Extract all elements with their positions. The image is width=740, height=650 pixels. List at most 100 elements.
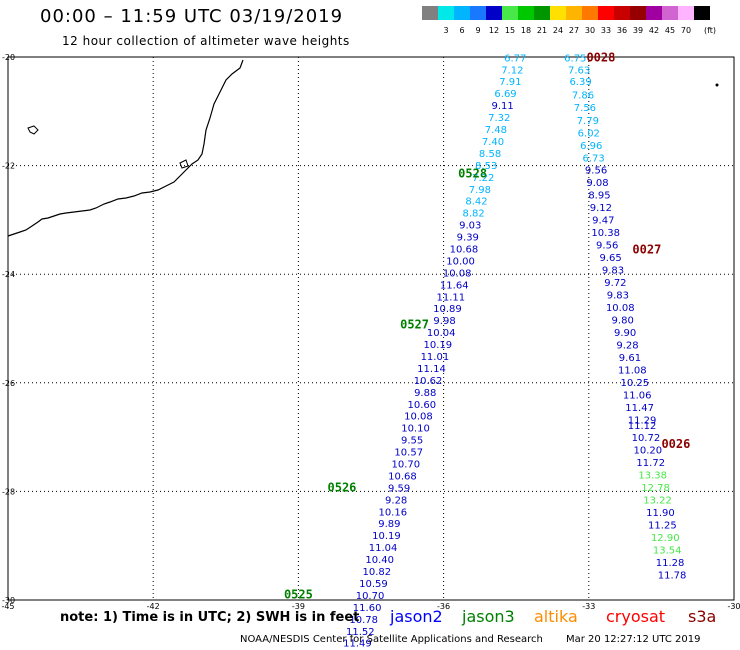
coastline — [7, 59, 719, 237]
satellite-name: altika — [534, 607, 578, 626]
map-title: 00:00 – 11:59 UTC 03/19/2019 — [40, 6, 344, 27]
wave-height-value: 9.61 — [619, 353, 641, 364]
color-scale-label: 9 — [475, 26, 481, 35]
wave-height-value: 6.02 — [578, 128, 600, 139]
wave-height-value: 10.70 — [392, 460, 421, 471]
map-subtitle: 12 hour collection of altimeter wave hei… — [62, 34, 350, 48]
color-swatch — [422, 6, 438, 20]
wave-height-value: 10.60 — [407, 400, 436, 411]
satellite-name: cryosat — [606, 607, 666, 626]
color-swatch — [614, 6, 630, 20]
wave-height-value: 10.59 — [359, 579, 388, 590]
wave-height-value: 10.08 — [404, 412, 433, 423]
color-swatch — [454, 6, 470, 20]
wave-height-value: 9.88 — [414, 388, 436, 399]
wave-height-value: 9.03 — [459, 221, 481, 232]
wave-height-value: 10.68 — [450, 244, 479, 255]
wave-height-value: 10.40 — [365, 555, 394, 566]
satellite-name: jason3 — [462, 607, 515, 626]
axis-labels: -20-22-24-26-28-30-45 -42 -39 -36 -33 -30 — [1, 53, 740, 611]
map-frame — [7, 56, 735, 601]
color-swatch — [598, 6, 614, 20]
color-scale-label: 30 — [584, 26, 596, 35]
wave-height-value: 9.28 — [385, 495, 407, 506]
satellite-name: s3a — [688, 607, 717, 626]
color-scale-label: 21 — [536, 26, 548, 35]
wave-height-value: 9.39 — [457, 233, 479, 244]
wave-height-value: 10.57 — [394, 448, 423, 459]
footer-note: note: 1) Time is in UTC; 2) SWH is in fe… — [60, 610, 360, 625]
color-swatch — [550, 6, 566, 20]
wave-height-value: 11.14 — [417, 364, 446, 375]
wave-height-value: 7.32 — [488, 113, 510, 124]
wave-height-value: 11.60 — [353, 603, 382, 614]
wave-height-value: 6.69 — [494, 89, 516, 100]
color-swatch — [662, 6, 678, 20]
longitude-label: -45 — [1, 602, 14, 611]
wave-height-value: 6.75 — [564, 53, 586, 64]
color-scale-label: 27 — [568, 26, 580, 35]
color-swatch — [646, 6, 662, 20]
color-scale-label: 3 — [443, 26, 449, 35]
wave-height-value: 10.16 — [378, 507, 407, 518]
wave-height-value: 9.56 — [585, 166, 607, 177]
color-swatch — [694, 6, 710, 20]
pass-label: 0528 — [458, 167, 487, 181]
color-scale-label: 42 — [648, 26, 660, 35]
pass-label: 0525 — [284, 587, 313, 601]
color-scale-label: 24 — [552, 26, 564, 35]
wave-height-value: 9.11 — [492, 101, 514, 112]
wave-height-value: 9.80 — [612, 316, 634, 327]
wave-height-value: 9.12 — [590, 203, 612, 214]
island-outline — [27, 125, 39, 135]
color-swatch — [582, 6, 598, 20]
color-scale-label: 15 — [504, 26, 516, 35]
wave-height-value: 9.65 — [599, 253, 621, 264]
wave-height-value: 10.25 — [620, 378, 649, 389]
wave-height-value: 11.01 — [421, 352, 450, 363]
wave-height-value: 11.11 — [437, 292, 466, 303]
wave-height-value: 10.08 — [606, 303, 635, 314]
color-swatch — [486, 6, 502, 20]
pass-label: 0027 — [632, 243, 661, 257]
color-scale-label: 6 — [459, 26, 465, 35]
wave-height-value: 10.08 — [443, 268, 472, 279]
latitude-label: -30 — [2, 596, 15, 605]
wave-height-value: 9.89 — [378, 519, 400, 530]
wave-height-value: 7.48 — [485, 125, 507, 136]
color-scale-label: 18 — [520, 26, 532, 35]
wave-height-value: 9.28 — [616, 341, 638, 352]
wave-height-value: 10.89 — [433, 304, 462, 315]
color-swatch — [566, 6, 582, 20]
wave-height-value: 10.78 — [349, 615, 378, 626]
wave-height-value: 7.40 — [482, 137, 504, 148]
wave-height-value: 6.77 — [504, 53, 526, 64]
wave-height-value: 10.10 — [401, 424, 430, 435]
longitude-label: -30 — [727, 602, 740, 611]
wave-height-value: 11.04 — [369, 543, 398, 554]
wave-height-value: 11.78 — [658, 570, 687, 581]
wave-height-value: 9.59 — [388, 483, 410, 494]
wave-height-value: 6.39 — [569, 77, 591, 88]
island-outline — [179, 159, 189, 169]
wave-height-value: 8.82 — [462, 209, 484, 220]
lat-lon-grid — [7, 56, 735, 601]
wave-height-value: 7.22 — [472, 173, 494, 184]
wave-height-value: 11.52 — [346, 627, 375, 638]
wave-height-value: 11.08 — [618, 366, 647, 377]
wave-height-value: 6.73 — [583, 153, 605, 164]
wave-height-value: 7.12 — [501, 65, 523, 76]
latitude-label: -22 — [2, 162, 15, 171]
wave-height-value: 8.58 — [479, 149, 501, 160]
wave-height-value: 11.12 — [628, 421, 657, 432]
longitude-label: -39 — [292, 602, 305, 611]
wave-height-value: 7.86 — [572, 90, 594, 101]
color-scale-label: 36 — [616, 26, 628, 35]
latitude-label: -20 — [2, 53, 15, 62]
wave-height-value: 9.08 — [586, 178, 608, 189]
latitude-label: -28 — [2, 487, 15, 496]
wave-height-value: 7.63 — [568, 65, 590, 76]
satellite-name: jason2 — [390, 607, 443, 626]
wave-height-value: 9.83 — [602, 266, 624, 277]
